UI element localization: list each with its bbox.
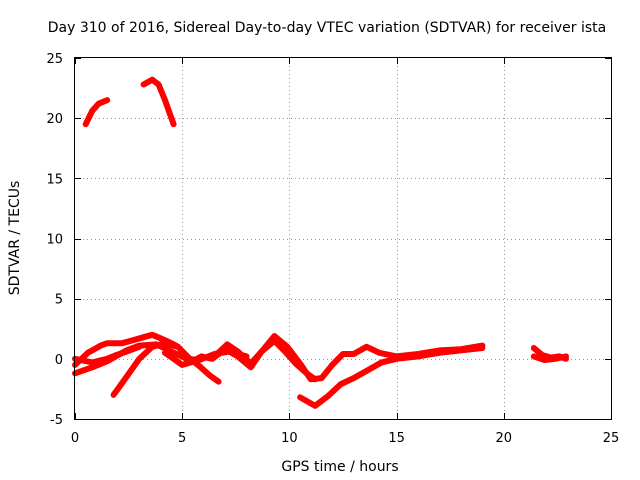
series-arc-8	[211, 333, 486, 383]
y-tick-labels: -5 0 5 10 15 20 25	[46, 52, 63, 428]
plot-frame	[74, 57, 612, 420]
data-series	[72, 76, 569, 409]
x-tick-label: 0	[71, 431, 79, 446]
series-arc-7	[162, 337, 319, 383]
x-tick-label: 25	[603, 431, 620, 446]
x-tick-labels: 0 5 10 15 20 25	[71, 431, 619, 446]
y-tick-label: 5	[55, 293, 63, 308]
series-arc-5	[72, 343, 143, 366]
series-arc-9	[297, 345, 486, 409]
x-tick-label: 5	[178, 431, 186, 446]
series-arc-11	[530, 353, 569, 363]
series-arc-2	[140, 76, 177, 128]
grid	[75, 58, 611, 419]
x-tick-label: 20	[496, 431, 513, 446]
y-tick-label: 20	[46, 112, 63, 127]
y-axis-label: SDTVAR / TECUs	[7, 181, 23, 296]
y-tick-label: -5	[50, 413, 63, 428]
x-axis-label: GPS time / hours	[281, 459, 398, 475]
chart-title: Day 310 of 2016, Sidereal Day-to-day VTE…	[48, 20, 606, 36]
series-arc-6	[110, 340, 222, 398]
series-arc-3	[72, 331, 181, 368]
y-tick-label: 10	[46, 233, 63, 248]
y-tick-label: 0	[55, 353, 63, 368]
x-tick-label: 10	[281, 431, 298, 446]
axis-ticks	[75, 58, 612, 420]
y-tick-label: 15	[46, 172, 63, 187]
y-tick-label: 25	[46, 52, 63, 67]
x-tick-label: 15	[388, 431, 405, 446]
series-arc-1	[82, 97, 111, 128]
